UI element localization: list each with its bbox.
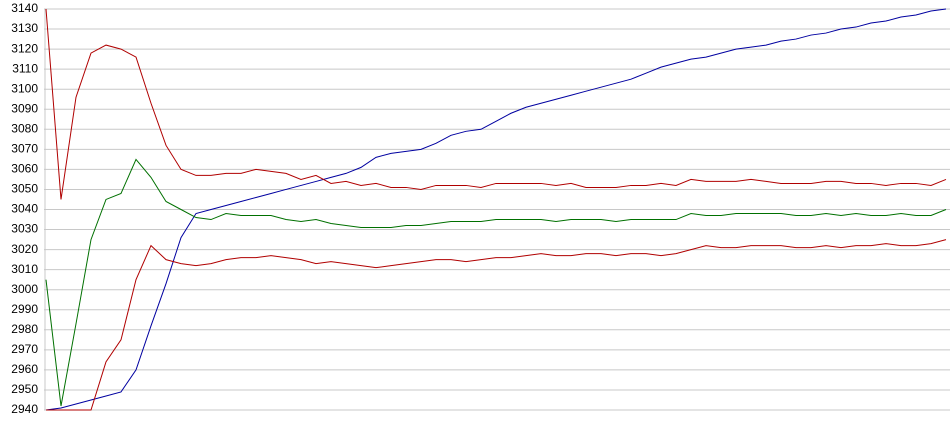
y-tick-label: 2960 (11, 362, 38, 376)
y-tick-label: 3010 (11, 262, 38, 276)
series-line (45, 158, 947, 407)
y-tick-label: 3130 (11, 21, 38, 35)
y-tick-label: 3070 (11, 142, 38, 156)
y-tick-label: 3040 (11, 202, 38, 216)
y-tick-label: 2950 (11, 382, 38, 396)
y-tick-label: 2970 (11, 342, 38, 356)
y-tick-label: 3110 (12, 61, 38, 75)
y-tick-label: 3050 (11, 182, 38, 196)
y-tick-label: 3090 (11, 101, 38, 115)
series-line (45, 8, 947, 411)
y-tick-label: 3080 (11, 121, 38, 135)
y-tick-label: 3030 (11, 222, 38, 236)
y-tick-label: 3060 (11, 162, 38, 176)
y-tick-label: 2940 (11, 402, 38, 416)
y-tick-label: 3020 (11, 242, 38, 256)
y-tick-label: 3100 (11, 81, 38, 95)
y-tick-label: 2980 (11, 322, 38, 336)
y-tick-label: 2990 (11, 302, 38, 316)
y-tick-label: 3000 (11, 282, 38, 296)
y-tick-label: 3140 (11, 1, 38, 15)
series-line (46, 239, 947, 411)
series-line (45, 8, 947, 200)
y-tick-label: 3120 (11, 41, 38, 55)
